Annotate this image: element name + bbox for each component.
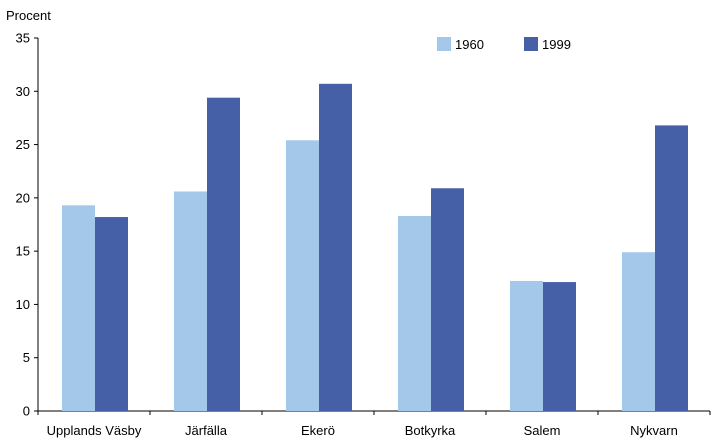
bar-1960-3: [398, 215, 431, 411]
bars: [62, 83, 688, 412]
x-axis: Upplands Väsby Järfälla Ekerö Botkyrka Salem…: [37, 410, 711, 438]
legend-swatch: [437, 37, 451, 51]
bar-1999-2: [319, 83, 352, 411]
x-tick-label: Nykvarn: [630, 423, 678, 438]
y-tick-label: 25: [16, 137, 30, 152]
bar-1960-0: [62, 205, 95, 411]
legend: 1960 1999: [437, 37, 571, 52]
y-tick-label: 10: [16, 297, 30, 312]
x-tick-label: Botkyrka: [405, 423, 456, 438]
y-axis-label: Procent: [6, 8, 51, 23]
bar-1960-2: [286, 140, 319, 411]
y-tick-label: 0: [23, 404, 30, 419]
legend-label: 1960: [455, 37, 484, 52]
x-tick-label: Salem: [524, 423, 561, 438]
bar-1960-1: [174, 191, 207, 411]
bar-1999-3: [431, 188, 464, 411]
x-tick-label: Ekerö: [301, 423, 335, 438]
legend-swatch: [524, 37, 538, 51]
y-tick-label: 15: [16, 244, 30, 259]
y-tick-label: 5: [23, 350, 30, 365]
y-tick-label: 35: [16, 31, 30, 46]
legend-label: 1999: [542, 37, 571, 52]
x-tick-label: Järfälla: [185, 423, 228, 438]
y-axis: 0 5 10 15 20 25 30 35: [16, 31, 39, 419]
y-tick-label: 30: [16, 84, 30, 99]
x-tick-label: Upplands Väsby: [47, 423, 142, 438]
bar-1999-4: [543, 282, 576, 411]
y-tick-label: 20: [16, 190, 30, 205]
bar-1999-5: [655, 125, 688, 411]
bar-1999-0: [95, 217, 128, 411]
bar-1960-4: [510, 280, 543, 411]
bar-1999-1: [207, 97, 240, 412]
bar-1960-5: [622, 252, 655, 411]
